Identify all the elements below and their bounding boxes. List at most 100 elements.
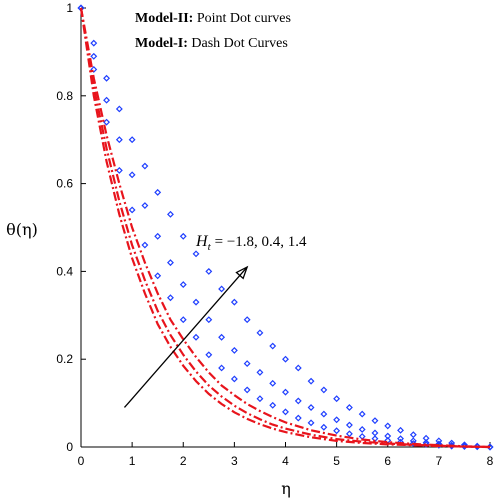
data-point	[294, 414, 302, 422]
data-point	[141, 202, 149, 209]
data-point	[282, 355, 289, 363]
y-tick-label: 0.4	[56, 264, 73, 278]
y-tick-label: 0	[66, 440, 73, 454]
data-point	[154, 232, 162, 240]
data-point	[205, 267, 213, 275]
data-point	[128, 171, 136, 179]
data-point	[460, 441, 468, 449]
data-point	[128, 136, 136, 144]
legend: Model-II: Point Dot curves Model-I: Dash…	[135, 11, 291, 51]
data-point	[179, 316, 187, 324]
data-point	[256, 368, 264, 376]
data-point	[218, 364, 226, 372]
annotation-values: = −1.8, 0.4, 1.4	[215, 234, 307, 250]
x-tick-label: 2	[180, 454, 187, 468]
x-tick-label: 7	[436, 454, 443, 468]
data-point	[167, 259, 174, 267]
series-line	[79, 7, 491, 449]
data-point	[90, 66, 98, 73]
data-point	[192, 250, 200, 258]
data-point	[230, 375, 238, 383]
series-line	[79, 7, 491, 449]
data-point	[256, 395, 264, 403]
data-point	[269, 342, 277, 350]
data-point	[115, 166, 123, 174]
data-point	[371, 417, 379, 425]
data-point	[397, 435, 404, 443]
annotation-subscript: t	[208, 241, 212, 253]
y-axis-label: θ(η)	[6, 220, 38, 239]
data-point	[307, 404, 315, 411]
data-point	[218, 333, 226, 341]
data-point	[103, 96, 111, 104]
data-point	[282, 408, 289, 416]
y-tick-label: 0.8	[56, 89, 73, 103]
data-point	[218, 285, 226, 293]
data-point	[358, 410, 366, 418]
series-2	[77, 4, 494, 451]
series-layer	[77, 4, 494, 451]
x-tick-label: 3	[231, 454, 238, 468]
series-line	[79, 7, 491, 449]
data-point	[205, 351, 213, 359]
data-point	[154, 188, 162, 196]
data-point	[243, 360, 251, 368]
data-point	[243, 316, 251, 324]
data-point	[230, 298, 238, 306]
data-point	[358, 433, 366, 440]
legend-model-i-label: Model-I:	[135, 36, 188, 51]
data-point	[243, 386, 251, 394]
data-point	[179, 281, 187, 289]
data-point	[320, 410, 328, 418]
data-point	[320, 423, 328, 431]
data-point	[282, 388, 289, 396]
legend-line-1: Model-II: Point Dot curves	[135, 11, 291, 26]
data-point	[205, 316, 213, 324]
series-0	[77, 4, 494, 451]
x-tick-label: 5	[333, 454, 340, 468]
data-point	[230, 346, 238, 354]
data-point	[103, 74, 111, 82]
data-point	[320, 386, 328, 394]
annotation-variable: H	[195, 233, 209, 250]
data-point	[307, 377, 315, 385]
data-point	[269, 401, 277, 409]
x-tick-label: 8	[487, 454, 494, 468]
data-point	[167, 294, 174, 302]
data-point	[179, 232, 187, 240]
legend-model-i-text: Dash Dot Curves	[188, 36, 288, 51]
data-point	[409, 431, 417, 439]
data-point	[90, 52, 98, 60]
data-point	[103, 118, 111, 126]
data-point	[192, 298, 200, 306]
data-point	[115, 136, 123, 144]
data-point	[167, 210, 174, 218]
data-point	[397, 426, 404, 434]
annotation-arrow	[123, 266, 248, 408]
data-point	[333, 416, 341, 424]
series-3	[79, 7, 491, 449]
axes: 0 1 2 3 4 5 6 7 8 0 0.2 0.4 0.6 0.8 1	[56, 1, 493, 468]
x-tick-label: 0	[78, 454, 85, 468]
data-point	[409, 440, 417, 447]
parameter-annotation: Ht = −1.8, 0.4, 1.4	[123, 233, 307, 408]
annotation-arrow-head	[235, 265, 249, 280]
data-point	[345, 404, 353, 411]
legend-model-ii-text: Point Dot curves	[193, 11, 291, 26]
series-4	[79, 7, 491, 449]
data-point	[333, 427, 341, 435]
data-point	[141, 162, 149, 170]
data-point	[192, 333, 200, 341]
data-point	[448, 441, 456, 449]
data-point	[269, 379, 277, 387]
y-tick-label: 0.2	[56, 352, 73, 366]
legend-model-ii-label: Model-II:	[135, 11, 193, 26]
data-point	[128, 206, 136, 214]
x-tick-label: 1	[129, 454, 136, 468]
data-point	[333, 395, 341, 403]
x-tick-label: 4	[282, 454, 289, 468]
data-point	[384, 422, 392, 430]
data-point	[345, 430, 353, 438]
data-point	[115, 105, 123, 113]
